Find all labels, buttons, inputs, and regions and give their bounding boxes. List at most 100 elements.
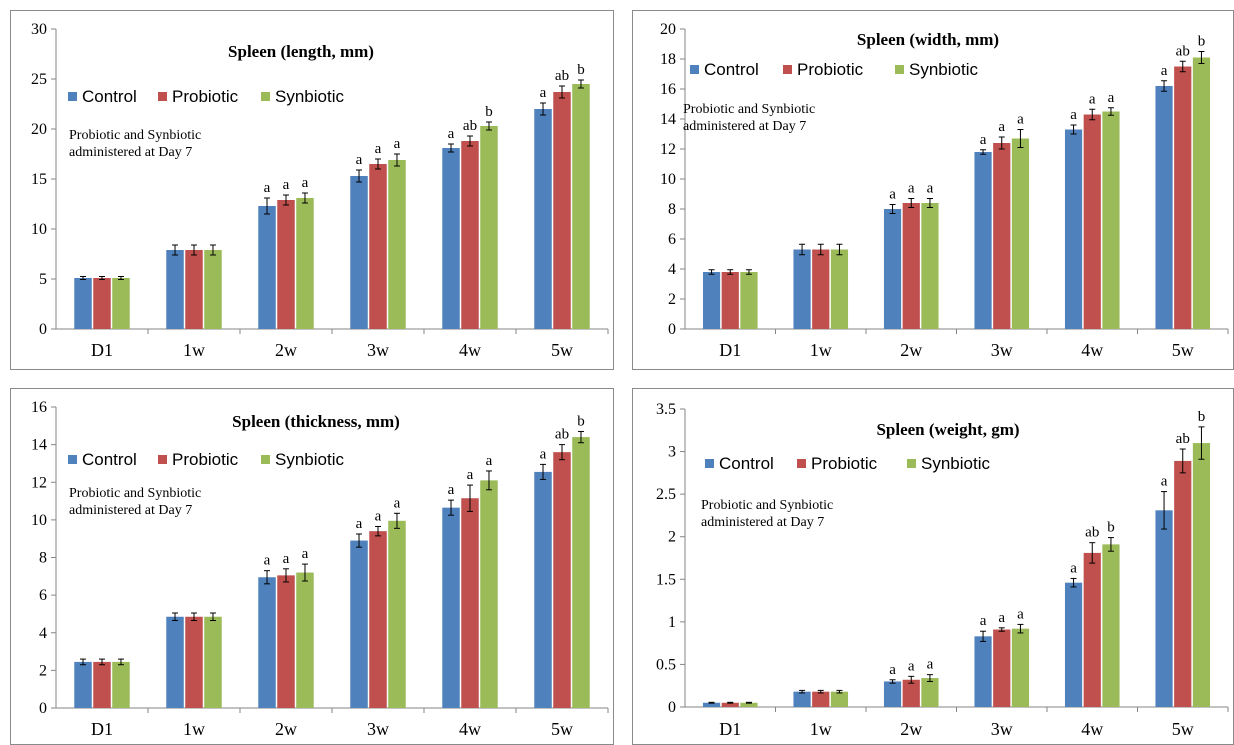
significance-label: b [485, 104, 493, 120]
legend-label-synbiotic: Synbiotic [921, 454, 990, 473]
x-category-label: 2w [900, 340, 922, 360]
y-tick-label: 3.5 [656, 401, 676, 418]
significance-label: a [980, 613, 987, 629]
x-category-label: D1 [91, 340, 113, 360]
bar-synbiotic [112, 278, 130, 329]
bar-control [793, 691, 811, 707]
bar-synbiotic [388, 160, 406, 329]
y-tick-label: 2.5 [656, 486, 676, 503]
significance-label: a [394, 495, 401, 511]
bar-probiotic [461, 141, 479, 329]
bar-synbiotic [1011, 138, 1030, 329]
bar-probiotic [993, 143, 1011, 329]
bar-control [1155, 510, 1173, 707]
bar-synbiotic [480, 480, 498, 708]
legend-swatch-synbiotic [261, 92, 270, 101]
x-category-label: 3w [367, 719, 389, 739]
bar-probiotic [902, 679, 920, 707]
significance-label: a [889, 662, 896, 678]
y-tick-label: 12 [31, 474, 47, 491]
bar-control [442, 148, 460, 329]
bar-probiotic [1083, 114, 1101, 329]
legend-swatch-probiotic [158, 92, 167, 101]
bar-synbiotic [921, 203, 939, 329]
x-category-label: 2w [900, 719, 922, 739]
y-tick-label: 0 [668, 321, 676, 338]
bar-synbiotic [1102, 111, 1120, 329]
x-category-label: 4w [459, 719, 481, 739]
x-category-label: 4w [1081, 719, 1103, 739]
bar-control [883, 681, 902, 707]
bar-control [350, 540, 368, 708]
y-tick-label: 16 [660, 81, 676, 98]
annotation-note: Probiotic and Synbiotic [69, 486, 201, 501]
bar-synbiotic [1011, 628, 1030, 707]
significance-label: a [467, 467, 474, 483]
significance-label: a [375, 508, 382, 524]
significance-label: ab [555, 427, 569, 443]
significance-label: a [448, 482, 455, 498]
x-category-label: 1w [810, 719, 832, 739]
legend-label-synbiotic: Synbiotic [909, 60, 978, 79]
y-tick-label: 0 [39, 700, 47, 717]
significance-label: a [908, 181, 915, 197]
chart-spleen-length: 0 5 10 15 20 25 30 D1 1w 2w a a a 3w a a a 4w a ab b 5w a ab b Sp… [10, 10, 614, 370]
legend-swatch-control [68, 92, 77, 101]
y-tick-label: 1 [668, 614, 676, 631]
significance-label: a [1108, 90, 1115, 106]
x-category-label: 3w [991, 719, 1013, 739]
significance-label: a [264, 180, 271, 196]
x-category-label: 1w [183, 340, 205, 360]
bar-synbiotic [388, 520, 406, 708]
bar-probiotic [1083, 552, 1101, 707]
bar-probiotic [553, 452, 571, 708]
significance-label: a [998, 119, 1005, 135]
x-category-label: 3w [367, 340, 389, 360]
bar-probiotic [553, 92, 571, 329]
y-tick-label: 3 [668, 444, 676, 461]
significance-label: a [375, 141, 382, 157]
significance-label: a [302, 546, 309, 562]
legend-swatch-synbiotic [895, 65, 904, 74]
significance-label: a [1017, 606, 1024, 622]
bar-probiotic [369, 531, 387, 708]
y-tick-label: 20 [660, 21, 676, 38]
legend-label-control: Control [82, 450, 137, 469]
x-category-label: 1w [183, 719, 205, 739]
annotation-note: administered at Day 7 [69, 145, 192, 160]
chart-spleen-thickness: 0 2 4 6 8 10 12 14 16 D1 1w 2w a a a 3w a a a 4w a a a 5w a ab b Sp… [10, 388, 614, 745]
chart-title: Spleen (length, mm) [228, 42, 374, 61]
bar-control [442, 507, 460, 708]
y-tick-label: 8 [668, 201, 676, 218]
significance-label: b [1198, 409, 1206, 425]
bar-probiotic [93, 278, 111, 329]
annotation-note: administered at Day 7 [69, 503, 192, 518]
significance-label: b [1107, 520, 1115, 536]
legend-label-control: Control [719, 454, 774, 473]
significance-label: a [980, 132, 987, 148]
x-category-label: 2w [275, 719, 297, 739]
legend-swatch-control [705, 459, 714, 468]
legend-swatch-synbiotic [261, 455, 270, 464]
significance-label: a [264, 553, 271, 569]
significance-label: a [1017, 112, 1024, 128]
bar-synbiotic [830, 691, 849, 707]
bar-synbiotic [480, 126, 498, 329]
bar-probiotic [93, 661, 111, 708]
bar-synbiotic [1192, 443, 1211, 707]
significance-label: a [302, 175, 309, 191]
y-tick-label: 0 [39, 321, 47, 338]
bar-synbiotic [204, 250, 222, 329]
y-tick-label: 10 [31, 221, 47, 238]
bar-synbiotic [112, 661, 130, 708]
x-category-label: 4w [459, 340, 481, 360]
bar-probiotic [993, 629, 1011, 707]
significance-label: ab [1176, 43, 1190, 59]
significance-label: b [577, 62, 585, 78]
bar-control [1064, 582, 1083, 707]
y-tick-label: 18 [660, 51, 676, 68]
y-tick-label: 5 [39, 271, 47, 288]
chart-spleen-weight: 0 0.5 1 1.5 2 2.5 3 3.5 D1 1w 2w a a a 3w a a a 4w a ab b 5w a a… [632, 388, 1234, 745]
x-category-label: D1 [91, 719, 113, 739]
annotation-note: Probiotic and Synbiotic [69, 128, 201, 143]
